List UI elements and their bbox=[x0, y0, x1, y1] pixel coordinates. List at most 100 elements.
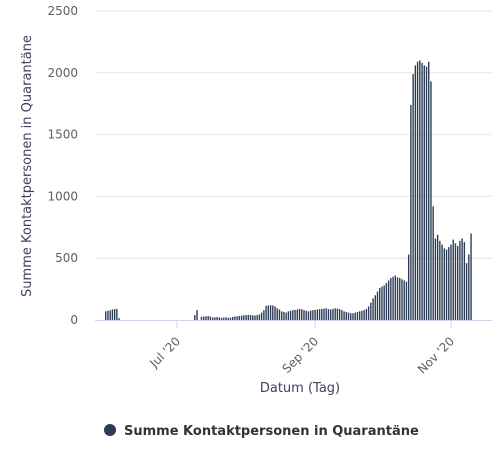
bar[interactable] bbox=[229, 317, 232, 320]
bar[interactable] bbox=[396, 277, 399, 320]
bar[interactable] bbox=[372, 298, 374, 320]
bar[interactable] bbox=[205, 316, 207, 320]
bar[interactable] bbox=[107, 310, 109, 320]
bar[interactable] bbox=[312, 310, 314, 320]
bar[interactable] bbox=[428, 61, 430, 321]
bar[interactable] bbox=[285, 312, 287, 320]
bar[interactable] bbox=[392, 276, 394, 320]
bar[interactable] bbox=[305, 310, 307, 320]
bar[interactable] bbox=[292, 310, 294, 320]
bar[interactable] bbox=[278, 309, 281, 320]
bar[interactable] bbox=[247, 314, 249, 320]
bar[interactable] bbox=[105, 311, 107, 320]
bar[interactable] bbox=[309, 310, 312, 320]
bar[interactable] bbox=[459, 240, 461, 320]
bar[interactable] bbox=[421, 62, 423, 320]
bar[interactable] bbox=[416, 61, 419, 321]
bar[interactable] bbox=[441, 244, 443, 320]
bar[interactable] bbox=[443, 248, 446, 320]
bar[interactable] bbox=[436, 234, 439, 320]
bar[interactable] bbox=[365, 308, 368, 320]
bar[interactable] bbox=[281, 311, 283, 320]
bar[interactable] bbox=[432, 206, 434, 320]
bar[interactable] bbox=[283, 311, 285, 320]
bar[interactable] bbox=[218, 317, 221, 320]
bar[interactable] bbox=[232, 316, 234, 320]
bar[interactable] bbox=[220, 317, 223, 320]
bar[interactable] bbox=[207, 316, 209, 320]
bar[interactable] bbox=[419, 60, 421, 320]
bar[interactable] bbox=[356, 311, 359, 320]
bar[interactable] bbox=[336, 308, 339, 320]
bar[interactable] bbox=[243, 315, 245, 320]
bar[interactable] bbox=[203, 316, 205, 320]
bar[interactable] bbox=[301, 309, 303, 320]
bar[interactable] bbox=[254, 315, 256, 320]
bar[interactable] bbox=[354, 312, 356, 320]
bar[interactable] bbox=[258, 314, 261, 320]
bar[interactable] bbox=[343, 311, 345, 320]
bar[interactable] bbox=[352, 313, 354, 320]
bar[interactable] bbox=[332, 308, 334, 320]
bar[interactable] bbox=[194, 315, 196, 320]
bar[interactable] bbox=[414, 65, 417, 320]
bar[interactable] bbox=[383, 285, 385, 320]
bar[interactable] bbox=[401, 279, 403, 320]
bar[interactable] bbox=[249, 315, 252, 320]
bar[interactable] bbox=[209, 316, 212, 320]
bar[interactable] bbox=[263, 310, 265, 320]
bar[interactable] bbox=[267, 305, 270, 320]
bar[interactable] bbox=[470, 233, 472, 320]
bar[interactable] bbox=[405, 281, 408, 320]
bar[interactable] bbox=[323, 308, 325, 320]
bar[interactable] bbox=[276, 308, 278, 320]
bar[interactable] bbox=[272, 305, 274, 320]
bar[interactable] bbox=[265, 305, 267, 320]
bar[interactable] bbox=[381, 286, 383, 320]
bar[interactable] bbox=[448, 247, 450, 320]
bar[interactable] bbox=[296, 309, 298, 320]
bar[interactable] bbox=[363, 310, 365, 320]
bar[interactable] bbox=[200, 316, 203, 320]
bar[interactable] bbox=[468, 254, 470, 320]
bar[interactable] bbox=[463, 242, 466, 320]
bar[interactable] bbox=[410, 104, 412, 320]
bar[interactable] bbox=[113, 309, 116, 320]
bar[interactable] bbox=[318, 309, 321, 320]
bar[interactable] bbox=[341, 310, 343, 320]
bar[interactable] bbox=[111, 309, 114, 320]
bar[interactable] bbox=[325, 308, 327, 320]
bar[interactable] bbox=[452, 239, 454, 320]
bar[interactable] bbox=[118, 318, 120, 320]
bar[interactable] bbox=[316, 309, 319, 320]
bar[interactable] bbox=[314, 309, 316, 320]
bar[interactable] bbox=[211, 317, 214, 320]
bar[interactable] bbox=[370, 302, 372, 320]
bar[interactable] bbox=[394, 275, 396, 321]
bar[interactable] bbox=[390, 277, 392, 320]
bar[interactable] bbox=[327, 309, 330, 320]
bar[interactable] bbox=[350, 313, 352, 320]
bar[interactable] bbox=[454, 243, 457, 320]
bar[interactable] bbox=[196, 310, 198, 320]
bar[interactable] bbox=[434, 238, 437, 320]
bar[interactable] bbox=[274, 306, 276, 320]
bar[interactable] bbox=[240, 315, 243, 320]
bar[interactable] bbox=[445, 249, 448, 320]
bar[interactable] bbox=[238, 316, 241, 320]
bar[interactable] bbox=[407, 254, 410, 320]
bar[interactable] bbox=[227, 317, 229, 320]
bar[interactable] bbox=[289, 310, 292, 320]
bar[interactable] bbox=[214, 317, 216, 320]
bar[interactable] bbox=[234, 316, 236, 320]
bar[interactable] bbox=[385, 282, 388, 320]
bar[interactable] bbox=[376, 291, 379, 320]
bar[interactable] bbox=[439, 240, 441, 320]
bar[interactable] bbox=[321, 308, 323, 320]
bar[interactable] bbox=[252, 315, 254, 320]
bar[interactable] bbox=[303, 310, 305, 320]
bar[interactable] bbox=[236, 316, 238, 320]
bar[interactable] bbox=[334, 308, 336, 320]
bar[interactable] bbox=[465, 263, 468, 320]
bar[interactable] bbox=[216, 316, 218, 320]
